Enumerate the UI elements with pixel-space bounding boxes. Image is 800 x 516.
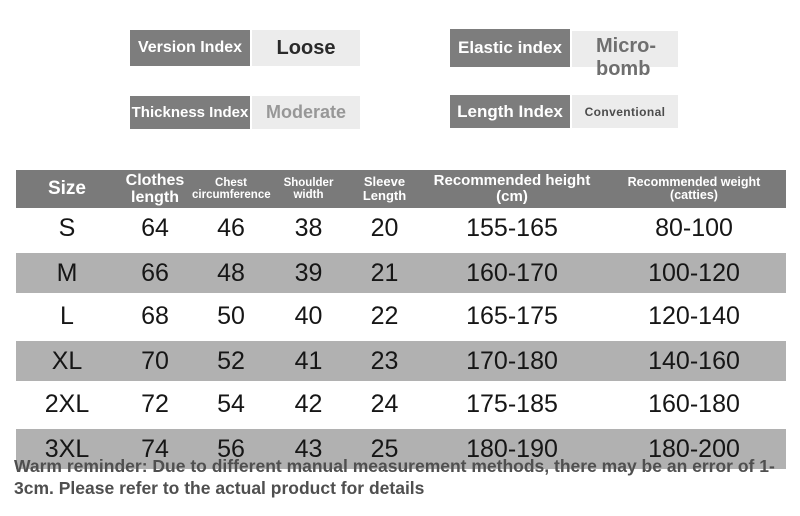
value-cell: 54 (192, 384, 270, 424)
value-cell: 21 (347, 248, 422, 296)
size-cell: L (16, 296, 118, 336)
value-cell: 56 (192, 424, 270, 472)
value-cell: 72 (118, 384, 192, 424)
value-cell: 160-180 (602, 384, 786, 424)
column-header: Recommended height (cm) (422, 170, 602, 208)
value-cell: 52 (192, 336, 270, 384)
value-cell: 50 (192, 296, 270, 336)
size-cell: M (16, 248, 118, 296)
table-row: XL 70 52 41 23 170-180 140-160 (16, 336, 786, 384)
value-cell: 46 (192, 208, 270, 248)
value-cell: 70 (118, 336, 192, 384)
size-cell: XL (16, 336, 118, 384)
table-row: 2XL 72 54 42 24 175-185 160-180 (16, 384, 786, 424)
column-header: Shoulder width (270, 170, 347, 208)
value-cell: 100-120 (602, 248, 786, 296)
value-cell: 39 (270, 248, 347, 296)
table-row: M 66 48 39 21 160-170 100-120 (16, 248, 786, 296)
size-cell: S (16, 208, 118, 248)
column-header: Clothes length (118, 170, 192, 208)
value-cell: 42 (270, 384, 347, 424)
size-table: Size Clothes length Chest circumference Sho… (16, 170, 786, 472)
elastic-index-label: Elastic index (450, 29, 570, 67)
thickness-index-label: Thickness Index (130, 96, 250, 129)
table-row: L 68 50 40 22 165-175 120-140 (16, 296, 786, 336)
version-index-value: Loose (252, 30, 360, 66)
value-cell: 68 (118, 296, 192, 336)
value-cell: 160-170 (422, 248, 602, 296)
value-cell: 40 (270, 296, 347, 336)
value-cell: 170-180 (422, 336, 602, 384)
size-table-body: S 64 46 38 20 155-165 80-100 M 66 48 39 21 160-170 10… (16, 208, 786, 472)
value-cell: 43 (270, 424, 347, 472)
column-header: Size (16, 170, 118, 208)
table-row: 3XL 74 56 43 25 180-190 180-200 (16, 424, 786, 472)
size-cell: 2XL (16, 384, 118, 424)
value-cell: 41 (270, 336, 347, 384)
version-index-label: Version Index (130, 30, 250, 66)
value-cell: 38 (270, 208, 347, 248)
length-index-label: Length Index (450, 95, 570, 128)
value-cell: 175-185 (422, 384, 602, 424)
value-cell: 120-140 (602, 296, 786, 336)
value-cell: 24 (347, 384, 422, 424)
value-cell: 140-160 (602, 336, 786, 384)
value-cell: 64 (118, 208, 192, 248)
header-row: Size Clothes length Chest circumference Sho… (16, 170, 786, 208)
value-cell: 74 (118, 424, 192, 472)
value-cell: 23 (347, 336, 422, 384)
warm-reminder-note: Warm reminder: Due to different manual m… (14, 456, 775, 499)
value-cell: 165-175 (422, 296, 602, 336)
size-cell: 3XL (16, 424, 118, 472)
column-header: Sleeve Length (347, 170, 422, 208)
value-cell: 25 (347, 424, 422, 472)
value-cell: 66 (118, 248, 192, 296)
value-cell: 180-200 (602, 424, 786, 472)
thickness-index-value: Moderate (252, 96, 360, 129)
column-header: Chest circumference (192, 170, 271, 208)
column-header: Recommended weight (catties) (602, 170, 786, 208)
table-row: S 64 46 38 20 155-165 80-100 (16, 208, 786, 248)
length-index-value: Conventional (572, 95, 678, 128)
value-cell: 80-100 (602, 208, 786, 248)
size-table-header: Size Clothes length Chest circumference Sho… (16, 170, 786, 208)
elastic-index-value: Micro-bomb (572, 31, 678, 80)
value-cell: 48 (192, 248, 270, 296)
value-cell: 180-190 (422, 424, 602, 472)
value-cell: 155-165 (422, 208, 602, 248)
value-cell: 20 (347, 208, 422, 248)
value-cell: 22 (347, 296, 422, 336)
